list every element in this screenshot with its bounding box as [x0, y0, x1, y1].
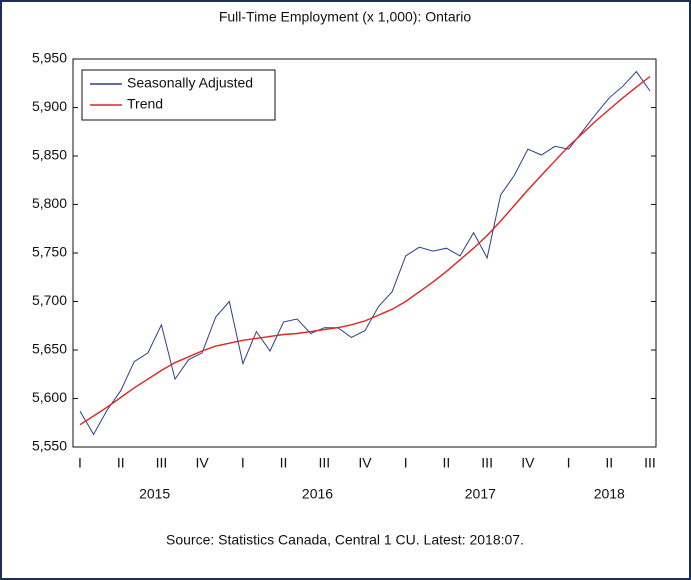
y-tick-label: 5,700: [32, 292, 67, 308]
legend-label: Seasonally Adjusted: [127, 75, 253, 91]
x-tick-label: III: [318, 455, 330, 471]
y-tick-label: 5,800: [32, 195, 67, 211]
source-note: Source: Statistics Canada, Central 1 CU.…: [166, 532, 524, 548]
x-tick-label: IV: [196, 455, 210, 471]
series-line: [79, 75, 651, 426]
x-tick-label: II: [280, 455, 288, 471]
x-tick-label: II: [605, 455, 613, 471]
y-tick-label: 5,600: [32, 389, 67, 405]
x-tick-label: I: [241, 455, 245, 471]
x-tick-label: I: [404, 455, 408, 471]
y-tick-label: 5,750: [32, 244, 67, 260]
x-tick-label: IV: [521, 455, 535, 471]
y-tick-label: 5,650: [32, 341, 67, 357]
series-line: [79, 70, 651, 436]
year-label: 2018: [594, 486, 625, 502]
legend-box: [81, 69, 276, 121]
x-tick-label: III: [481, 455, 493, 471]
year-label: 2015: [139, 486, 170, 502]
y-tick-label: 5,550: [32, 438, 67, 454]
x-tick-label: II: [117, 455, 125, 471]
x-tick-label: II: [443, 455, 451, 471]
x-tick-label: III: [644, 455, 656, 471]
x-tick-label: III: [156, 455, 168, 471]
year-label: 2016: [302, 486, 333, 502]
x-tick-label: I: [567, 455, 571, 471]
x-tick-label: IV: [358, 455, 372, 471]
y-tick-label: 5,950: [32, 50, 67, 66]
chart-title: Full-Time Employment (x 1,000): Ontario: [219, 9, 472, 25]
year-label: 2017: [465, 486, 496, 502]
y-tick-label: 5,900: [32, 98, 67, 114]
x-tick-label: I: [78, 455, 82, 471]
legend-label: Trend: [127, 96, 163, 112]
y-tick-label: 5,850: [32, 147, 67, 163]
